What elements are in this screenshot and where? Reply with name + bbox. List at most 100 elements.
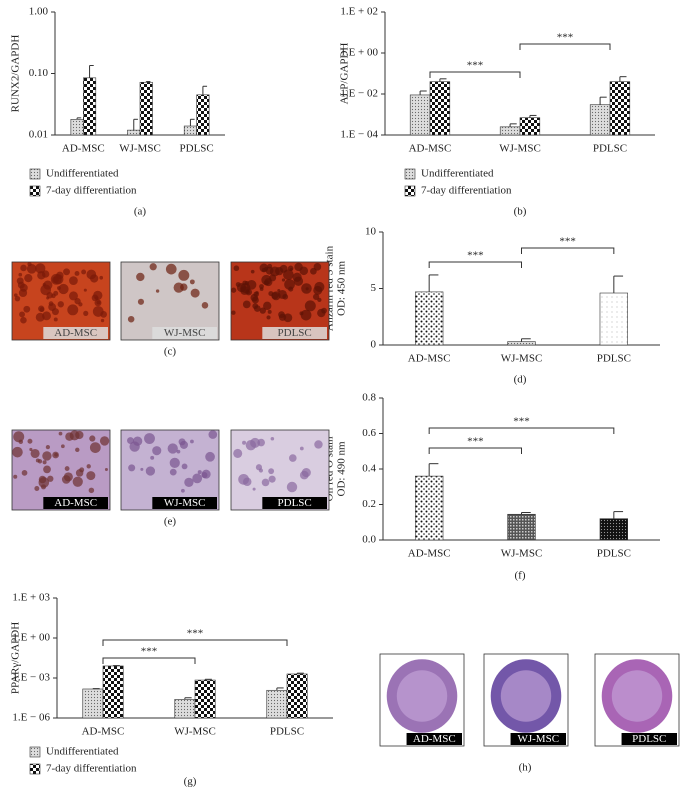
cell-blob: [74, 271, 80, 276]
cell-blob: [72, 476, 83, 487]
cell-blob: [190, 439, 194, 444]
legend-label: 7-day differentiation: [46, 763, 137, 775]
cell-blob: [83, 310, 89, 316]
cell-blob: [20, 264, 27, 272]
cell-blob: [19, 283, 28, 292]
cell-blob: [68, 291, 78, 301]
cell-blob: [259, 263, 269, 273]
cell-blob: [267, 309, 272, 314]
cell-blob: [75, 447, 80, 453]
panel-label: (h): [519, 762, 532, 774]
bar: [83, 77, 97, 136]
legend-label: 7-day differentiation: [46, 185, 137, 197]
cell-blob: [184, 477, 194, 488]
cell-blob: [24, 274, 33, 283]
panel-label: (a): [134, 206, 147, 218]
y-tick-label: 0.8: [362, 392, 376, 404]
error-bar: [599, 96, 607, 105]
x-tick-label: WJ-MSC: [174, 726, 216, 738]
x-tick-label: AD-MSC: [409, 143, 452, 155]
cell-blob: [300, 309, 312, 321]
cell-blob: [58, 431, 63, 436]
bracket-line: [102, 657, 196, 664]
bar: [429, 81, 451, 136]
label-strip: [510, 733, 566, 745]
cell-blob: [94, 299, 102, 307]
label-strip: [43, 497, 108, 509]
bracket-line: [428, 427, 615, 434]
image-label: PDLSC: [278, 497, 312, 509]
cell-blob: [208, 430, 218, 439]
bar: [196, 94, 210, 136]
x-tick-label: PDLSC: [180, 143, 214, 155]
error-bar: [133, 118, 138, 131]
cell-blob: [190, 288, 200, 298]
y-tick-label: 1.E + 03: [12, 592, 50, 604]
cell-blob: [88, 487, 95, 494]
error-bar: [184, 697, 192, 700]
cell-blob: [86, 471, 96, 481]
legend-swatch: [29, 763, 41, 775]
micrograph: AD-MSC: [11, 429, 111, 511]
image-label: AD-MSC: [54, 327, 97, 339]
y-tick-label: 1.E − 06: [12, 712, 50, 724]
legend-swatch: [29, 168, 41, 180]
error-bar: [204, 678, 212, 681]
bar: [519, 117, 541, 136]
error-bar: [521, 338, 531, 342]
cell-blob: [20, 316, 27, 324]
cell-blob: [181, 488, 185, 493]
cell-blob: [288, 286, 294, 292]
tissue-core: [500, 670, 552, 722]
bar: [415, 291, 444, 346]
error-bar: [619, 76, 627, 82]
label-strip: [262, 327, 327, 339]
bar: [174, 699, 196, 719]
legend-label: 7-day differentiation: [421, 185, 512, 197]
legend-swatch: [29, 185, 41, 197]
cell-blob: [26, 263, 37, 274]
error-bar: [76, 117, 82, 120]
significance-bracket: ***: [102, 646, 196, 664]
micrograph: WJ-MSC: [483, 653, 569, 747]
error-bar: [613, 275, 624, 294]
cell-blob: [176, 449, 181, 454]
micrograph: PDLSC: [230, 261, 330, 341]
x-tick-label: AD-MSC: [408, 548, 451, 560]
cell-blob: [83, 288, 87, 292]
cell-blob: [48, 301, 54, 307]
cell-blob: [18, 439, 24, 445]
cell-blob: [100, 318, 105, 323]
panel-label: (f): [515, 570, 526, 582]
y-tick-label: 1.E + 00: [12, 632, 50, 644]
cell-blob: [45, 444, 50, 450]
cell-blob: [242, 440, 247, 445]
y-axis-label: OD: 490 nm: [336, 441, 348, 496]
cell-blob: [314, 440, 323, 449]
cell-blob: [263, 301, 272, 311]
micrograph: AD-MSC: [379, 653, 465, 747]
cell-blob: [93, 290, 103, 301]
micrograph: WJ-MSC: [120, 261, 220, 341]
y-tick-label: 0.2: [362, 498, 376, 510]
panel-label: (d): [514, 374, 527, 386]
panel-label: (c): [164, 346, 177, 358]
cell-blob: [27, 262, 32, 267]
cell-blob: [21, 470, 28, 476]
cell-blob: [259, 307, 266, 314]
error-bar: [276, 687, 284, 691]
cell-blob: [75, 430, 84, 440]
y-tick-label: 0.6: [362, 427, 376, 439]
cell-blob: [242, 300, 251, 309]
cell-blob: [271, 292, 279, 300]
cell-blob: [65, 432, 74, 441]
y-axis-label: OD: 450 nm: [336, 261, 348, 316]
cell-blob: [242, 477, 252, 487]
cell-blob: [51, 308, 59, 316]
cell-blob: [231, 287, 237, 293]
legend-label: Undifferentiated: [46, 746, 119, 758]
legend-label: Undifferentiated: [421, 168, 494, 180]
cell-blob: [197, 470, 202, 475]
bar: [70, 119, 84, 136]
